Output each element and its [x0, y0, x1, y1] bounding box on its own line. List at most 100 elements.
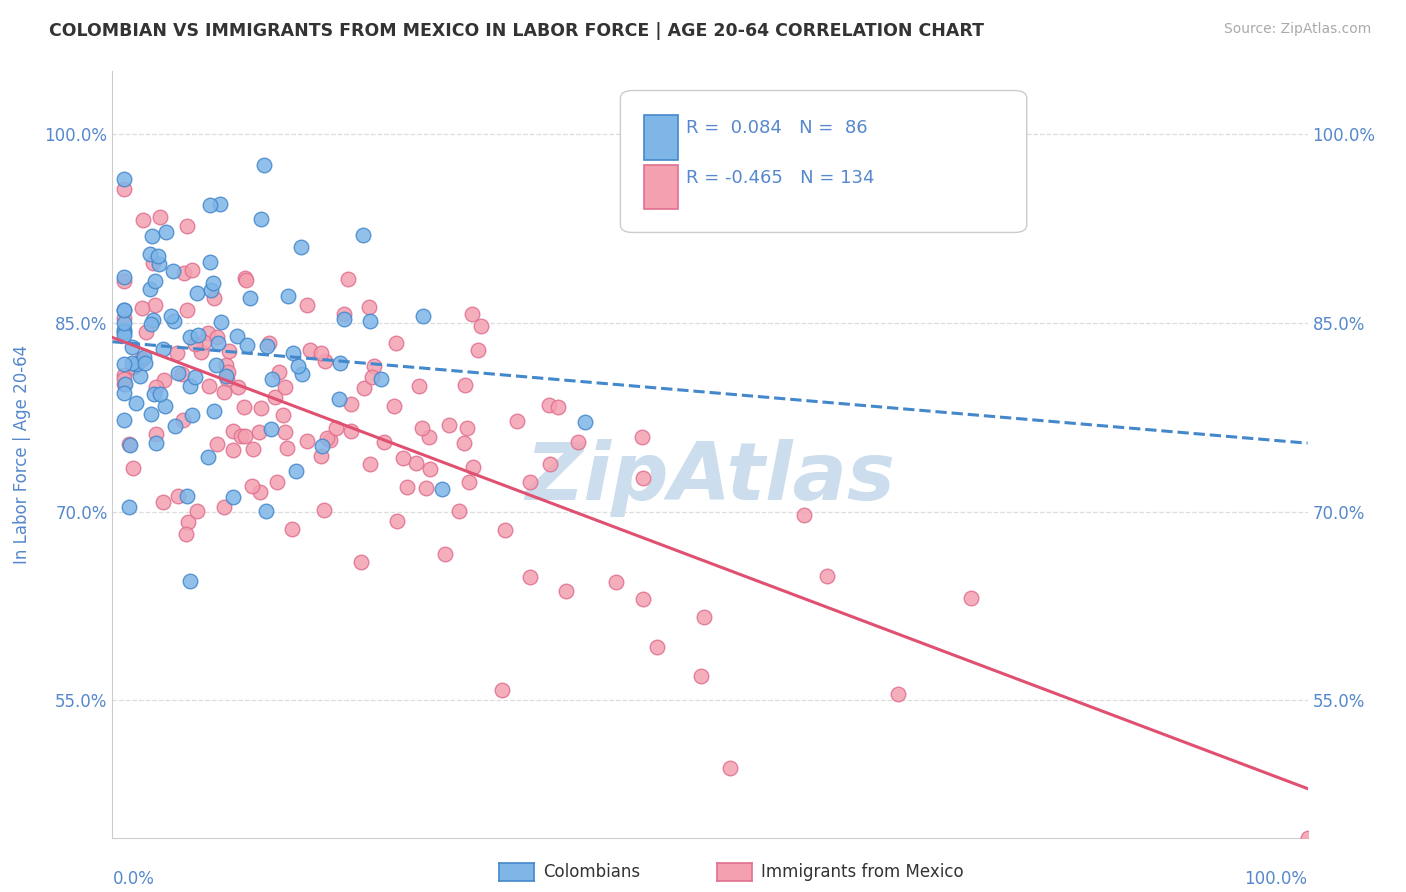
Point: [262, 372, 284, 386]
Point: [143, 274, 166, 288]
Point: [412, 310, 434, 324]
Point: [287, 359, 309, 373]
Text: COLOMBIAN VS IMMIGRANTS FROM MEXICO IN LABOR FORCE | AGE 20-64 CORRELATION CHART: COLOMBIAN VS IMMIGRANTS FROM MEXICO IN L…: [49, 22, 984, 40]
Point: [631, 591, 654, 606]
Point: [333, 306, 356, 320]
Point: [434, 547, 457, 561]
Point: [693, 610, 716, 624]
Point: [631, 430, 654, 444]
Point: [125, 395, 148, 409]
Point: [382, 399, 405, 413]
Point: [353, 381, 375, 395]
Point: [887, 687, 910, 701]
Point: [204, 404, 226, 418]
Point: [249, 401, 271, 416]
Point: [225, 329, 247, 343]
Point: [176, 219, 198, 233]
Point: [187, 327, 209, 342]
Point: [198, 379, 221, 393]
Point: [633, 471, 655, 485]
Point: [314, 354, 336, 368]
Point: [177, 515, 200, 529]
Point: [176, 489, 198, 503]
Point: [172, 412, 194, 426]
Point: [547, 400, 569, 414]
Text: ZipAtlas: ZipAtlas: [524, 439, 896, 517]
Point: [139, 407, 162, 421]
Point: [329, 356, 352, 370]
Point: [215, 358, 238, 372]
Point: [352, 227, 374, 242]
Point: [149, 387, 172, 401]
Point: [232, 400, 254, 414]
Point: [153, 399, 176, 413]
Point: [252, 158, 274, 172]
Point: [173, 266, 195, 280]
Point: [817, 569, 839, 583]
Point: [118, 500, 141, 515]
Point: [217, 365, 239, 379]
Point: [153, 373, 176, 387]
FancyBboxPatch shape: [620, 90, 1026, 233]
Point: [186, 285, 208, 300]
Point: [271, 408, 294, 422]
Point: [114, 368, 135, 382]
Point: [221, 442, 243, 457]
Point: [395, 480, 418, 494]
Point: [222, 490, 245, 504]
Point: [125, 357, 148, 371]
Point: [226, 380, 249, 394]
Point: [242, 442, 264, 457]
Point: [363, 359, 385, 373]
Point: [114, 269, 135, 284]
Point: [142, 256, 165, 270]
Point: [357, 300, 380, 314]
Point: [155, 225, 177, 239]
Point: [233, 428, 256, 442]
Point: [152, 342, 174, 356]
Point: [197, 326, 219, 340]
Point: [239, 291, 262, 305]
Point: [121, 340, 143, 354]
Point: [298, 343, 321, 358]
Point: [254, 504, 277, 518]
Point: [142, 312, 165, 326]
Point: [319, 433, 342, 447]
Point: [205, 436, 228, 450]
Point: [567, 434, 589, 449]
Point: [159, 309, 181, 323]
Point: [277, 289, 299, 303]
Point: [1296, 831, 1319, 846]
Point: [437, 417, 460, 432]
Point: [960, 591, 983, 605]
Point: [793, 508, 815, 522]
Point: [221, 424, 243, 438]
Point: [456, 421, 478, 435]
Point: [240, 479, 263, 493]
Point: [267, 365, 290, 379]
Point: [184, 337, 207, 351]
Point: [280, 522, 302, 536]
Point: [229, 428, 252, 442]
Text: 0.0%: 0.0%: [112, 870, 155, 888]
Point: [179, 574, 201, 588]
Point: [491, 682, 513, 697]
Point: [209, 315, 232, 329]
Point: [370, 372, 392, 386]
Point: [131, 301, 153, 315]
Point: [180, 408, 202, 422]
Point: [506, 414, 529, 428]
Bar: [644, 115, 678, 160]
Point: [333, 312, 356, 326]
Point: [470, 318, 492, 333]
Point: [200, 283, 222, 297]
Point: [467, 343, 489, 358]
Point: [114, 376, 136, 391]
Point: [139, 317, 162, 331]
Point: [128, 368, 150, 383]
Point: [145, 379, 167, 393]
Point: [209, 197, 232, 211]
Point: [207, 336, 229, 351]
Point: [179, 330, 201, 344]
Point: [405, 457, 427, 471]
